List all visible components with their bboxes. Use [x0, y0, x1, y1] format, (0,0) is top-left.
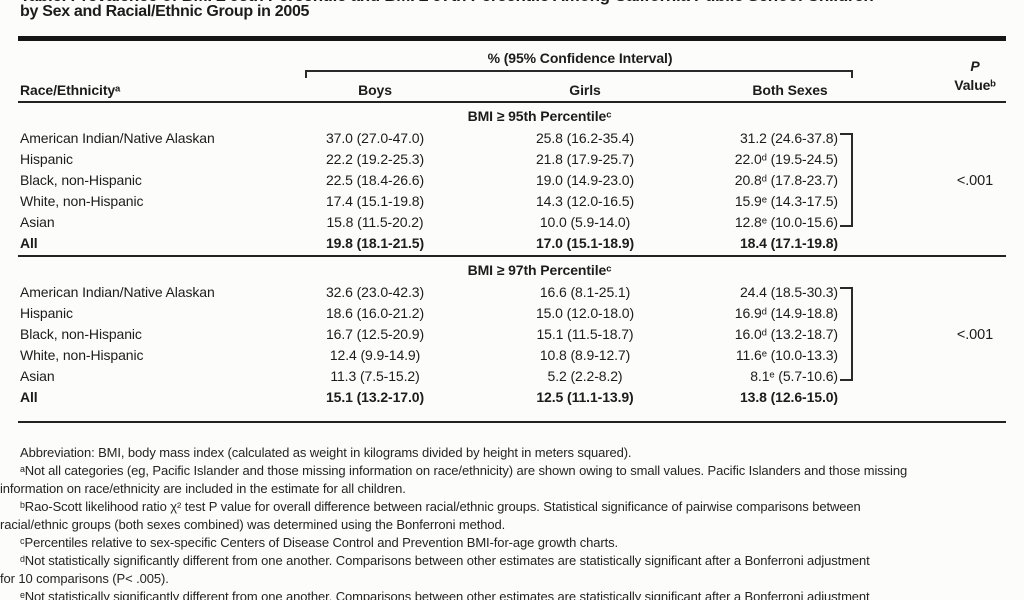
- girls-cell: 17.0 (15.1-18.9): [535, 235, 635, 251]
- boys-cell: 11.3 (7.5-15.2): [330, 368, 420, 384]
- p-value: <.001: [956, 327, 994, 343]
- girls-cell: 10.8 (8.9-12.7): [539, 347, 631, 363]
- boys-cell: 18.6 (16.0-21.2): [325, 305, 425, 321]
- column-header-boys: Boys: [358, 82, 392, 98]
- column-header-girls: Girls: [569, 82, 601, 98]
- section-header: BMI ≥ 95th Percentileᶜ: [467, 108, 612, 124]
- table-row: Hispanic 22.2 (19.2-25.3) 21.8 (17.9-25.7)…: [0, 149, 1024, 170]
- comparison-bracket: [840, 133, 853, 227]
- girls-cell: 15.0 (12.0-18.0): [535, 305, 635, 321]
- footnote-line: information on race/ethnicity are includ…: [0, 481, 406, 496]
- boys-cell: 17.4 (15.1-19.8): [325, 193, 425, 209]
- girls-cell: 10.0 (5.9-14.0): [539, 214, 631, 230]
- column-header-race-ethnicity: Race/Ethnicityᵃ: [20, 82, 121, 98]
- table-row: White, non-Hispanic 12.4 (9.9-14.9) 10.8 (…: [0, 345, 1024, 366]
- confidence-interval-span-label: % (95% Confidence Interval): [487, 50, 673, 66]
- both-sexes-cell: 16.9ᵈ (14.9-18.8): [734, 305, 838, 321]
- footnote-line: ᵇRao-Scott likelihood ratio χ² test P va…: [20, 499, 861, 514]
- girls-cell: 19.0 (14.9-23.0): [535, 172, 635, 188]
- race-cell: All: [20, 389, 38, 405]
- race-cell: Asian: [20, 214, 55, 230]
- both-sexes-cell: 15.9ᵉ (14.3-17.5): [734, 193, 838, 209]
- p-value: <.001: [956, 173, 994, 189]
- column-header-p-value: P Valueᵇ: [930, 57, 1020, 95]
- bottom-rule: [18, 421, 1006, 423]
- table-row: All 19.8 (18.1-21.5) 17.0 (15.1-18.9) 18.4 …: [0, 233, 1024, 254]
- girls-cell: 16.6 (8.1-25.1): [539, 284, 631, 300]
- both-sexes-cell: 18.4 (17.1-19.8): [739, 235, 838, 251]
- table-row: American Indian/Native Alaskan 37.0 (27.0…: [0, 128, 1024, 149]
- both-sexes-cell: 8.1ᵉ (5.7-10.6): [750, 368, 838, 384]
- confidence-interval-span-bracket: [305, 70, 853, 78]
- race-cell: American Indian/Native Alaskan: [20, 130, 215, 146]
- boys-cell: 12.4 (9.9-14.9): [329, 347, 421, 363]
- footnote-line: for 10 comparisons (P< .005).: [0, 571, 169, 586]
- girls-cell: 12.5 (11.1-13.9): [536, 389, 634, 405]
- column-header-both-sexes: Both Sexes: [752, 82, 828, 98]
- p-value-header-line1: P: [970, 58, 980, 74]
- section-divider-rule: [18, 255, 1006, 257]
- footnotes-block: Abbreviation: BMI, body mass index (calc…: [0, 444, 1024, 600]
- both-sexes-cell: 12.8ᵉ (10.0-15.6): [734, 214, 838, 230]
- both-sexes-cell: 22.0ᵈ (19.5-24.5): [734, 151, 838, 167]
- race-cell: American Indian/Native Alaskan: [20, 284, 215, 300]
- boys-cell: 22.2 (19.2-25.3): [325, 151, 425, 167]
- boys-cell: 37.0 (27.0-47.0): [325, 130, 425, 146]
- both-sexes-cell: 16.0ᵈ (13.2-18.7): [734, 326, 838, 342]
- footnote-line: ᵈNot statistically significantly differe…: [20, 553, 870, 568]
- header-rule: [18, 101, 1006, 103]
- race-cell: All: [20, 235, 38, 251]
- girls-cell: 25.8 (16.2-35.4): [535, 130, 635, 146]
- both-sexes-cell: 20.8ᵈ (17.8-23.7): [734, 172, 838, 188]
- table-row: All 15.1 (13.2-17.0) 12.5 (11.1-13.9) 13.8 …: [0, 387, 1024, 408]
- race-cell: White, non-Hispanic: [20, 347, 144, 363]
- boys-cell: 16.7 (12.5-20.9): [325, 326, 425, 342]
- table-row: Asian 15.8 (11.5-20.2) 10.0 (5.9-14.0) 12.8…: [0, 212, 1024, 233]
- race-cell: Hispanic: [20, 151, 73, 167]
- race-cell: Black, non-Hispanic: [20, 172, 142, 188]
- footnote-line: ᵃNot all categories (eg, Pacific Islande…: [20, 463, 908, 478]
- both-sexes-cell: 11.6ᵉ (10.0-13.3): [735, 347, 838, 363]
- girls-cell: 14.3 (12.0-16.5): [535, 193, 635, 209]
- table-row: Hispanic 18.6 (16.0-21.2) 15.0 (12.0-18.0)…: [0, 303, 1024, 324]
- footnote-line: ᵉNot statistically significantly differe…: [20, 589, 870, 600]
- table-row: White, non-Hispanic 17.4 (15.1-19.8) 14.3 …: [0, 191, 1024, 212]
- footnote-line: ᶜPercentiles relative to sex-specific Ce…: [20, 535, 619, 550]
- comparison-bracket: [840, 287, 853, 381]
- table-row: Asian 11.3 (7.5-15.2) 5.2 (2.2-8.2) 8.1ᵉ (5…: [0, 366, 1024, 387]
- table-row: Black, non-Hispanic 16.7 (12.5-20.9) 15.1 …: [0, 324, 1024, 345]
- table-title: by Sex and Racial/Ethnic Group in 2005: [20, 3, 310, 20]
- boys-cell: 19.8 (18.1-21.5): [325, 235, 425, 251]
- boys-cell: 32.6 (23.0-42.3): [325, 284, 425, 300]
- both-sexes-cell: 31.2 (24.6-37.8): [739, 130, 838, 146]
- table-row: American Indian/Native Alaskan 32.6 (23.0…: [0, 282, 1024, 303]
- both-sexes-cell: 13.8 (12.6-15.0): [739, 389, 838, 405]
- girls-cell: 5.2 (2.2-8.2): [547, 368, 623, 384]
- boys-cell: 15.8 (11.5-20.2): [326, 214, 424, 230]
- both-sexes-cell: 24.4 (18.5-30.3): [739, 284, 838, 300]
- race-cell: Hispanic: [20, 305, 73, 321]
- section-header: BMI ≥ 97th Percentileᶜ: [467, 262, 612, 278]
- top-rule: [18, 36, 1006, 41]
- p-value-header-line2: Valueᵇ: [954, 77, 996, 93]
- boys-cell: 15.1 (13.2-17.0): [325, 389, 425, 405]
- race-cell: Black, non-Hispanic: [20, 326, 142, 342]
- footnote-line: racial/ethnic groups (both sexes combine…: [0, 517, 506, 532]
- girls-cell: 21.8 (17.9-25.7): [535, 151, 635, 167]
- race-cell: White, non-Hispanic: [20, 193, 144, 209]
- boys-cell: 22.5 (18.4-26.6): [325, 172, 425, 188]
- clipped-title-line: Table. Prevalence of BMI ≥ 95th Percenti…: [20, 0, 874, 6]
- table-row: Black, non-Hispanic 22.5 (18.4-26.6) 19.0 …: [0, 170, 1024, 191]
- girls-cell: 15.1 (11.5-18.7): [536, 326, 634, 342]
- race-cell: Asian: [20, 368, 55, 384]
- footnote-line: Abbreviation: BMI, body mass index (calc…: [20, 445, 632, 460]
